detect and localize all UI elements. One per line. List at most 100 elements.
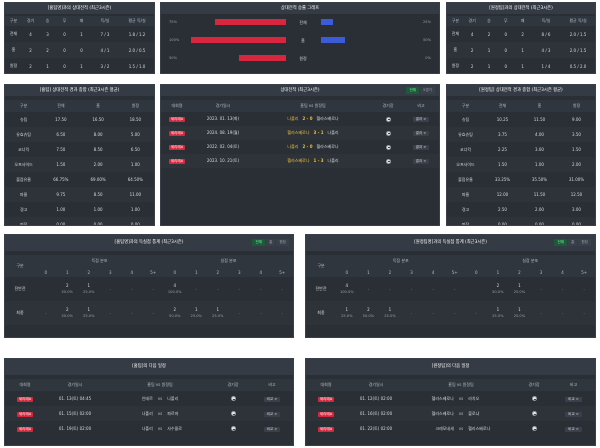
cell: 17.50 xyxy=(55,117,67,122)
col-header: 승 xyxy=(39,16,56,26)
scored-cell: - xyxy=(143,277,165,301)
cell: 파울 xyxy=(447,187,484,202)
compare-button[interactable]: 비교 > xyxy=(565,411,582,417)
percent: - xyxy=(561,287,564,291)
tab-5games[interactable]: 5경기 xyxy=(420,87,435,94)
compare-button[interactable]: 비교 > xyxy=(565,426,582,432)
cell: 1 xyxy=(514,42,531,58)
col-header: 비고 xyxy=(552,379,595,391)
stadium-icon xyxy=(230,411,236,417)
col-header: 경기 xyxy=(463,16,481,26)
cell: 2 xyxy=(487,31,491,37)
cell: 오프사이드 xyxy=(5,157,43,172)
league-tag: 세리에A xyxy=(169,117,185,122)
cell: 5.00 xyxy=(116,127,154,142)
table-row: 볼점유율 33.25% 35.50% 31.00% xyxy=(447,172,595,187)
group-header-scored: 득점 분포 xyxy=(35,255,164,267)
vs-label: vs xyxy=(458,395,464,401)
cell: 2.00 xyxy=(79,157,117,172)
table-row[interactable]: 세리에A 01. 12(토) 02:00 헬라스베로나 vs 라치오 비교 > xyxy=(306,391,595,406)
result-button[interactable]: 결과 > xyxy=(412,131,430,136)
result-button[interactable]: 결과 > xyxy=(412,145,430,150)
date-cell: 01. 12(토) 02:00 xyxy=(359,395,393,401)
cell: 1.50 xyxy=(42,157,80,172)
cell: 유효슈팅 xyxy=(447,127,484,142)
cell: 6.50 xyxy=(130,147,140,152)
cell: 6.50 xyxy=(42,127,80,142)
panel-title: [홈팀명]과의 상대전적 (최근3시즌) xyxy=(5,3,154,14)
cell: 경고 xyxy=(461,206,470,212)
result-button[interactable]: 결과 > xyxy=(412,159,430,164)
cell: 2.0 / 0.5 xyxy=(120,42,154,58)
cell: 1.00 xyxy=(56,207,66,212)
percent: - xyxy=(561,311,564,315)
goal-col-header: 5+ xyxy=(443,267,466,277)
cell: 1.00 xyxy=(116,157,154,172)
percent: - xyxy=(389,287,391,291)
conceded-cell: - xyxy=(250,301,272,325)
league-cell: 세리에A xyxy=(161,126,193,140)
tab-away[interactable]: 원정 xyxy=(276,239,289,246)
cell: 2 xyxy=(29,63,32,69)
scored-cell: - xyxy=(99,301,121,325)
stats-table: 구분 전체 홈 원정 xyxy=(447,100,595,112)
cell: 0 xyxy=(497,42,515,58)
compare-button[interactable]: 비교 > xyxy=(565,396,582,402)
tab-away[interactable]: 원정 xyxy=(578,239,591,246)
compare-button[interactable]: 비교 > xyxy=(263,411,281,417)
tab-all[interactable]: 전체 xyxy=(252,239,266,246)
stadium-icon xyxy=(531,396,537,402)
tab-home[interactable]: 홈 xyxy=(266,239,276,246)
table-row: 슈팅 10.25 11.50 9.00 xyxy=(447,112,595,127)
table-row[interactable]: 세리에A 01. 19(토) 02:00 나폴리 vs 사수올로 비교 > xyxy=(5,421,293,436)
tab-all[interactable]: 전체 xyxy=(406,87,420,94)
count: 2 xyxy=(173,307,177,312)
cell: 9.75 xyxy=(42,187,80,202)
table-row[interactable]: 세리에A 01. 13(토) 04:45 인테르 vs 나폴리 비교 > xyxy=(5,391,293,406)
goal-col-header: 3 xyxy=(530,267,552,277)
percent: 25.0% xyxy=(83,314,95,318)
goal-col-header: 0 xyxy=(336,267,358,277)
compare-button[interactable]: 비교 > xyxy=(263,396,281,402)
cell: 1 xyxy=(521,63,524,69)
date-cell: 01. 19(토) 02:00 xyxy=(58,425,92,431)
col-header: 구분 xyxy=(5,255,35,277)
note-cell: 결과 > xyxy=(403,126,439,140)
cell: 코너킥 xyxy=(18,146,30,152)
percent: - xyxy=(410,287,413,291)
goal-col-header: 2 xyxy=(207,267,229,277)
percent: 100.0% xyxy=(339,290,354,294)
scored-cell: - xyxy=(142,301,164,325)
result-button[interactable]: 결과 > xyxy=(412,117,430,122)
date-cell: 2023. 01. 13(화) xyxy=(206,116,240,121)
left-win-bar xyxy=(238,55,286,61)
graph-row-label: 홈 xyxy=(301,38,305,43)
tab-all[interactable]: 전체 xyxy=(554,239,568,246)
table-row: 전반전 2 50.0% 1 25.0% - - - 4 100.0% - - - - - xyxy=(5,277,293,301)
scored-cell: 2 50.0% xyxy=(56,301,78,325)
tab-home[interactable]: 홈 xyxy=(568,239,578,246)
percent: - xyxy=(367,287,370,291)
table-row[interactable]: 세리에A 2024. 08. 19(월) 헬라스베로나 3 - 1 나폴리 결과 > xyxy=(161,126,439,140)
cell: 퇴장 xyxy=(5,217,43,225)
cell: 1.00 xyxy=(521,157,558,172)
away-team: 파르마 xyxy=(167,410,179,416)
count: 1 xyxy=(87,307,91,312)
table-row[interactable]: 세리에A 2023. 01. 13(화) 나폴리 2 - 0 헬라스베로나 결과 > xyxy=(161,112,439,126)
match-cell: 나폴리 vs 파르마 xyxy=(105,406,215,421)
table-row[interactable]: 세리에A 01. 15(토) 02:00 나폴리 vs 파르마 비교 > xyxy=(5,406,293,421)
home-team: 헬라스베로나 xyxy=(431,410,454,416)
compare-button[interactable]: 비교 > xyxy=(263,426,281,432)
table-row: 오프사이드 1.50 1.00 2.00 xyxy=(447,157,595,172)
cell: 0 xyxy=(504,31,508,37)
score: 1 - 3 xyxy=(313,158,324,163)
cell: 0.00 xyxy=(42,217,80,225)
table-row: 전체 4 2 0 2 8 / 6 2.0 / 1.5 xyxy=(447,26,595,42)
table-row: 코너킥 2.25 3.00 1.50 xyxy=(447,142,595,157)
table-row[interactable]: 세리에A 2022. 02. 04(토) 나폴리 2 - 0 헬라스베로나 결과 > xyxy=(161,140,439,154)
scored-cell: 1 25.0% xyxy=(379,301,401,325)
scored-cell: - xyxy=(35,301,57,325)
table-row[interactable]: 세리에A 01. 22(토) 02:00 크레모네세 vs 헬라스베로나 비교 > xyxy=(306,421,595,436)
table-row[interactable]: 세리에A 01. 16(토) 02:00 헬라스베로나 vs 볼로냐 비교 > xyxy=(306,406,595,421)
table-row[interactable]: 세리에A 2023. 10. 21(토) 헬라스베로나 1 - 3 나폴리 결과 > xyxy=(161,154,439,168)
